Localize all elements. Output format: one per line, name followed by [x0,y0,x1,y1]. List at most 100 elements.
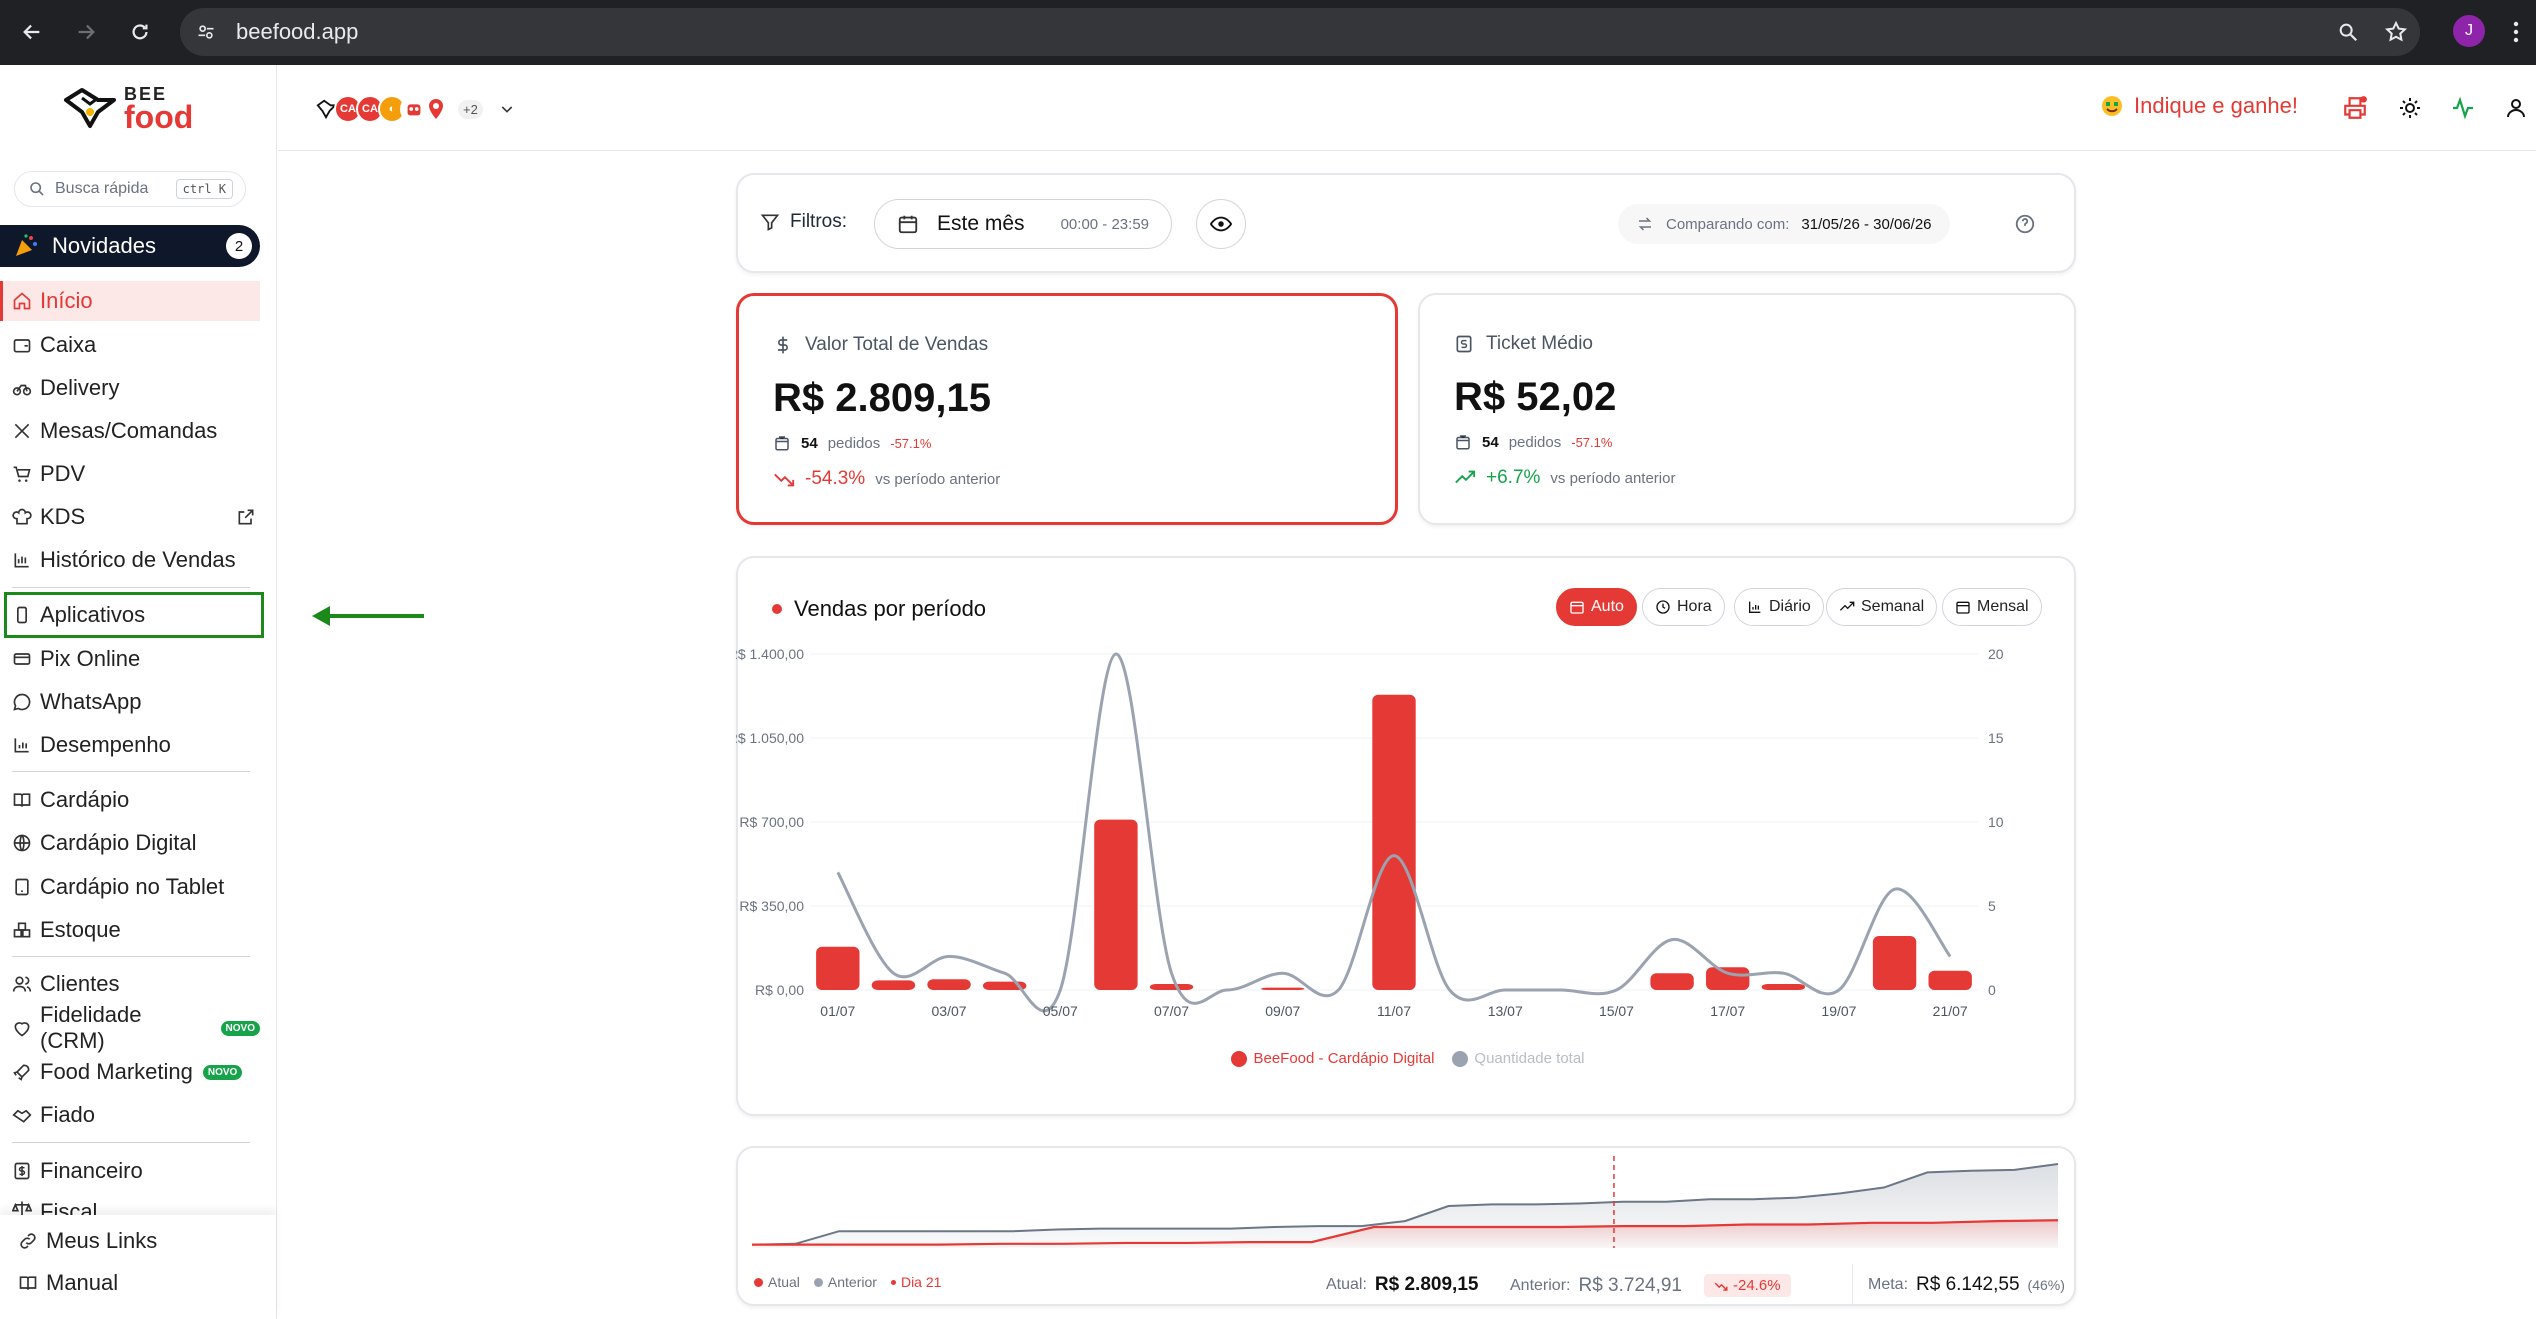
sidebar-item-inicio[interactable]: Início [0,281,260,321]
sidebar-item-financeiro[interactable]: Financeiro [0,1151,260,1191]
x-tick-label: 17/07 [1710,1003,1745,1019]
sidebar-item-manual[interactable]: Manual [0,1263,260,1303]
help-icon[interactable] [2014,213,2036,235]
legend-item[interactable]: Quantidade total [1452,1050,1584,1067]
brand-line-2: food [124,103,193,131]
x-tick-label: 15/07 [1599,1003,1634,1019]
sidebar-item-caixa[interactable]: Caixa [0,325,260,365]
legend-swatch [754,1278,763,1287]
sidebar-item-cardapio[interactable]: Cardápio [0,780,260,820]
x-tick-label: 09/07 [1265,1003,1300,1019]
novidades-label: Novidades [52,233,156,259]
period-label: Este mês [937,212,1025,236]
sidebar-item-pix-online[interactable]: Pix Online [0,639,260,679]
sidebar-item-cardapio-tablet[interactable]: Cardápio no Tablet [0,867,260,907]
calendar-icon [897,213,919,235]
kpi-card-total-sales[interactable]: Valor Total de Vendas R$ 2.809,15 54 ped… [736,293,1398,525]
kpi-orders-row: 54 pedidos -57.1% [1454,433,1612,451]
user-icon[interactable] [2504,96,2528,120]
legend-swatch [814,1278,823,1287]
external-link-icon[interactable] [236,507,256,527]
y-right-tick-label: 5 [1988,898,1996,914]
cumulative-legend: Atual Anterior Dia 21 [754,1274,941,1290]
chevron-down-icon[interactable] [499,101,515,117]
bar-07/07 [1150,984,1193,990]
sidebar-item-meus-links[interactable]: Meus Links [0,1221,260,1261]
zoom-icon[interactable] [2330,14,2366,50]
bar-21/07 [1928,971,1971,990]
tablet-icon [12,877,32,897]
printer-icon[interactable] [2342,95,2368,121]
period-selector[interactable]: Este mês 00:00 - 23:59 [874,199,1172,249]
quick-search-placeholder: Busca rápida [55,180,148,198]
kpi-title: Ticket Médio [1486,333,1593,355]
legend-item: Dia 21 [891,1274,941,1290]
sidebar-item-label: Estoque [40,917,121,943]
url-text[interactable]: beefood.app [236,19,358,45]
bar-11/07 [1372,695,1415,990]
browser-menu-icon[interactable] [2506,14,2526,50]
address-bar[interactable]: beefood.app [180,8,2420,56]
site-settings-icon[interactable] [196,22,216,42]
legend-label: Anterior [828,1274,877,1290]
bar-02/07 [872,980,915,990]
trend-down-icon [773,468,795,490]
theme-sun-icon[interactable] [2398,96,2422,120]
back-icon[interactable] [14,14,50,50]
sales-chart: R$ 0,00 R$ 350,00 R$ 700,00 R$ 1.050,00 R$ 1… [736,556,2076,1116]
sidebar-item-label: Delivery [40,375,119,401]
sidebar-divider [12,771,250,772]
sidebar-item-kds[interactable]: KDS [0,497,260,537]
reload-icon[interactable] [122,14,158,50]
invite-earn-link[interactable]: Indique e ganhe! [2100,93,2298,119]
anterior-value: R$ 3.724,91 [1578,1275,1682,1297]
sidebar-divider [12,587,250,588]
sidebar-item-estoque[interactable]: Estoque [0,910,260,950]
filters-bar: Filtros: Este mês 00:00 - 23:59 Comparan… [736,173,2076,273]
arrow-annotation-icon [310,604,430,628]
sidebar-item-pdv[interactable]: PDV [0,454,260,494]
highlight-annotation-box [4,592,264,638]
x-tick-label: 01/07 [820,1003,855,1019]
activity-pulse-icon[interactable] [2451,96,2475,120]
forward-icon[interactable] [68,14,104,50]
kpi-card-ticket-medio[interactable]: Ticket Médio R$ 52,02 54 pedidos -57.1% … [1418,293,2076,525]
novidades-count-badge: 2 [226,233,252,259]
legend-label: Atual [768,1274,800,1290]
chart-legend: BeeFood - Cardápio Digital Quantidade to… [738,1050,2078,1067]
sidebar-item-clientes[interactable]: Clientes [0,964,260,1004]
sidebar-item-label: Clientes [40,971,119,997]
sidebar-item-whatsapp[interactable]: WhatsApp [0,682,260,722]
y-left-tick-label: R$ 0,00 [755,982,804,998]
sidebar-item-cardapio-digital[interactable]: Cardápio Digital [0,823,260,863]
sidebar-item-food-marketing[interactable]: Food Marketing NOVO [0,1052,260,1092]
sidebar-item-fidelidade[interactable]: Fidelidade (CRM) NOVO [0,1008,260,1048]
sidebar-item-delivery[interactable]: Delivery [0,368,260,408]
quick-search-input[interactable]: Busca rápida ctrl K [14,171,246,207]
sidebar-item-fiado[interactable]: Fiado [0,1095,260,1135]
search-icon [29,181,45,197]
anterior-label: Anterior: [1510,1277,1570,1295]
novidades-button[interactable]: Novidades 2 [0,225,260,267]
legend-swatch [1231,1051,1247,1067]
swap-arrows-icon [1636,215,1654,233]
compare-range[interactable]: Comparando com: 31/05/26 - 30/06/26 [1618,204,1950,244]
sidebar-item-label: Início [40,288,93,314]
bookmark-star-icon[interactable] [2378,14,2414,50]
sidebar-item-label: Fidelidade (CRM) [40,1002,211,1054]
divider [1852,1264,1853,1304]
sidebar-item-mesas-comandas[interactable]: Mesas/Comandas [0,411,260,451]
receipt-icon [1454,334,1474,354]
sales-by-period-card: Vendas por período Auto Hora Diário Sema… [736,556,2076,1116]
sidebar-item-label: Manual [46,1270,118,1296]
sidebar-item-historico-vendas[interactable]: Histórico de Vendas [0,540,260,580]
meta-summary: Meta: R$ 6.142,55 (46%) [1868,1274,2065,1296]
legend-item[interactable]: BeeFood - Cardápio Digital [1231,1050,1434,1067]
x-tick-label: 13/07 [1488,1003,1523,1019]
connected-apps-selector[interactable]: CA CA ◐ +2 [312,95,515,123]
y-right-tick-label: 15 [1988,730,2004,746]
visibility-toggle[interactable] [1196,199,1246,249]
brand-logo[interactable]: BEE food [62,85,193,131]
profile-avatar[interactable]: J [2453,15,2485,47]
sidebar-item-desempenho[interactable]: Desempenho [0,725,260,765]
